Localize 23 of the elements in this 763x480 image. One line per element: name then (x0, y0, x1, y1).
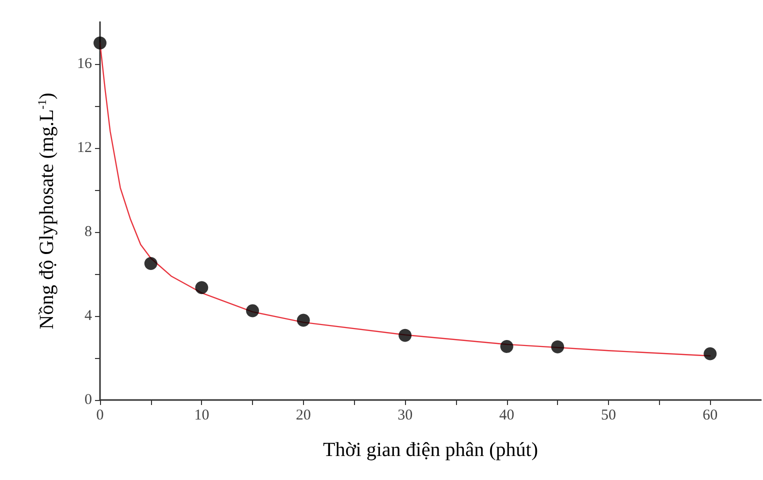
x-tick-label: 0 (96, 408, 104, 424)
point (551, 340, 564, 354)
point (500, 340, 514, 353)
y-tick-label: 0 (84, 392, 92, 408)
point (398, 328, 412, 342)
x-axis-title: Thời gian điện phân (phút) (323, 439, 538, 461)
x-tick-label: 10 (194, 408, 210, 424)
point (94, 36, 106, 50)
point (296, 314, 310, 327)
x-tick-label: 40 (499, 408, 514, 424)
y-tick-label: 16 (77, 56, 92, 72)
point (195, 281, 208, 294)
y-tick-label: 12 (77, 140, 92, 156)
point (144, 257, 158, 270)
x-tick-label: 30 (398, 408, 413, 424)
point (246, 304, 260, 318)
y-tick-label: 8 (84, 224, 92, 240)
x-tick-label: 50 (600, 408, 616, 424)
y-tick-label: 4 (84, 308, 92, 324)
point (704, 347, 717, 360)
y-axis-title: Nồng độ Glyphosate (mg.L-1) (35, 92, 58, 330)
x-tick-label: 60 (702, 408, 718, 424)
x-tick-label: 20 (296, 408, 311, 424)
